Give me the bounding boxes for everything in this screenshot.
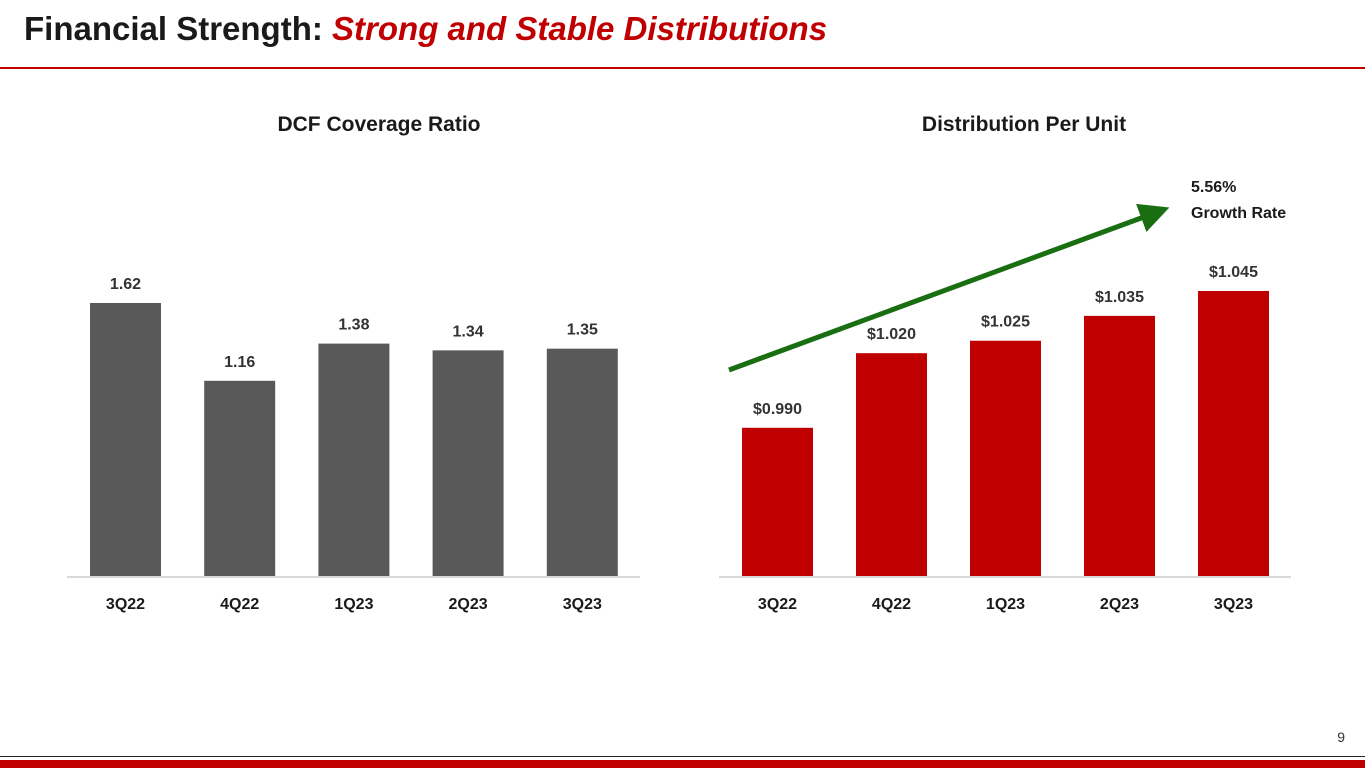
page-title: Financial Strength: Strong and Stable Di… xyxy=(24,10,827,48)
dcf-data-label-1q23: 1.38 xyxy=(338,317,369,334)
dpu-bar-1q23 xyxy=(970,340,1041,577)
dcf-bar-3q23 xyxy=(546,348,618,577)
title-accent: Strong and Stable Distributions xyxy=(332,10,828,47)
dpu-chart-title: Distribution Per Unit xyxy=(922,113,1126,136)
dcf-tick-2q23: 2Q23 xyxy=(449,596,488,613)
page-number: 9 xyxy=(1337,729,1345,745)
dcf-bar-2q23 xyxy=(432,350,504,577)
dcf-tick-3q22: 3Q22 xyxy=(106,596,145,613)
dcf-tick-4q22: 4Q22 xyxy=(220,596,259,613)
growth-arrow xyxy=(728,203,1170,373)
dcf-bar-3q22 xyxy=(90,303,161,577)
dpu-bar-4q22 xyxy=(856,353,927,577)
dpu-data-label-4q22: $1.020 xyxy=(867,326,916,343)
dpu-data-label-3q22: $0.990 xyxy=(753,401,802,418)
growth-rate-label: Growth Rate xyxy=(1191,205,1286,222)
growth-rate-value: 5.56% xyxy=(1191,179,1236,196)
dcf-coverage-chart: DCF Coverage Ratio 1.621.161.38 1.34 1.35 … xyxy=(67,113,640,613)
dcf-data-label-3q23: 1.35 xyxy=(567,322,598,339)
dpu-data-label-3q23: $1.045 xyxy=(1209,264,1258,281)
dpu-bar-3q23 xyxy=(1198,291,1269,577)
dcf-chart-title: DCF Coverage Ratio xyxy=(277,113,480,136)
dpu-tick-labels: 3Q22 4Q22 1Q23 2Q23 3Q23 xyxy=(758,596,1253,613)
dcf-bars-group: 1.62 1.16 1.38 1.34 1.35 xyxy=(90,276,618,577)
dcf-tick-1q23: 1Q23 xyxy=(334,596,373,613)
title-prefix: Financial Strength: xyxy=(24,10,333,47)
dcf-bar-4q22 xyxy=(204,380,276,577)
dpu-tick-3q22: 3Q22 xyxy=(758,596,797,613)
dpu-tick-2q23: 2Q23 xyxy=(1100,596,1139,613)
dpu-bar-2q23 xyxy=(1084,315,1155,577)
dpu-bar-3q22 xyxy=(742,427,813,577)
dcf-data-label-4q22: 1.16 xyxy=(224,354,255,371)
distribution-chart: Distribution Per Unit $0.990 $1.020 $1.025… xyxy=(719,113,1291,613)
dpu-tick-1q23: 1Q23 xyxy=(986,596,1025,613)
dpu-data-label-1q23: $1.025 xyxy=(981,314,1030,331)
title-divider xyxy=(0,67,1365,69)
dpu-bars-group: $0.990 $1.020 $1.025 $1.035 $1.045 xyxy=(742,264,1269,577)
dpu-tick-4q22: 4Q22 xyxy=(872,596,911,613)
dpu-tick-3q23: 3Q23 xyxy=(1214,596,1253,613)
dpu-data-label-2q23: $1.035 xyxy=(1095,289,1144,306)
footer-band xyxy=(0,760,1365,768)
dcf-tick-labels: 3Q22 4Q22 1Q23 2Q23 3Q23 xyxy=(106,596,602,613)
footer-rule xyxy=(0,756,1365,757)
dcf-bar-1q23 xyxy=(318,343,390,577)
dcf-data-label-2q23: 1.34 xyxy=(453,323,484,340)
dcf-tick-3q23: 3Q23 xyxy=(563,596,602,613)
dcf-data-label-3q22: 1.62 xyxy=(110,276,141,293)
